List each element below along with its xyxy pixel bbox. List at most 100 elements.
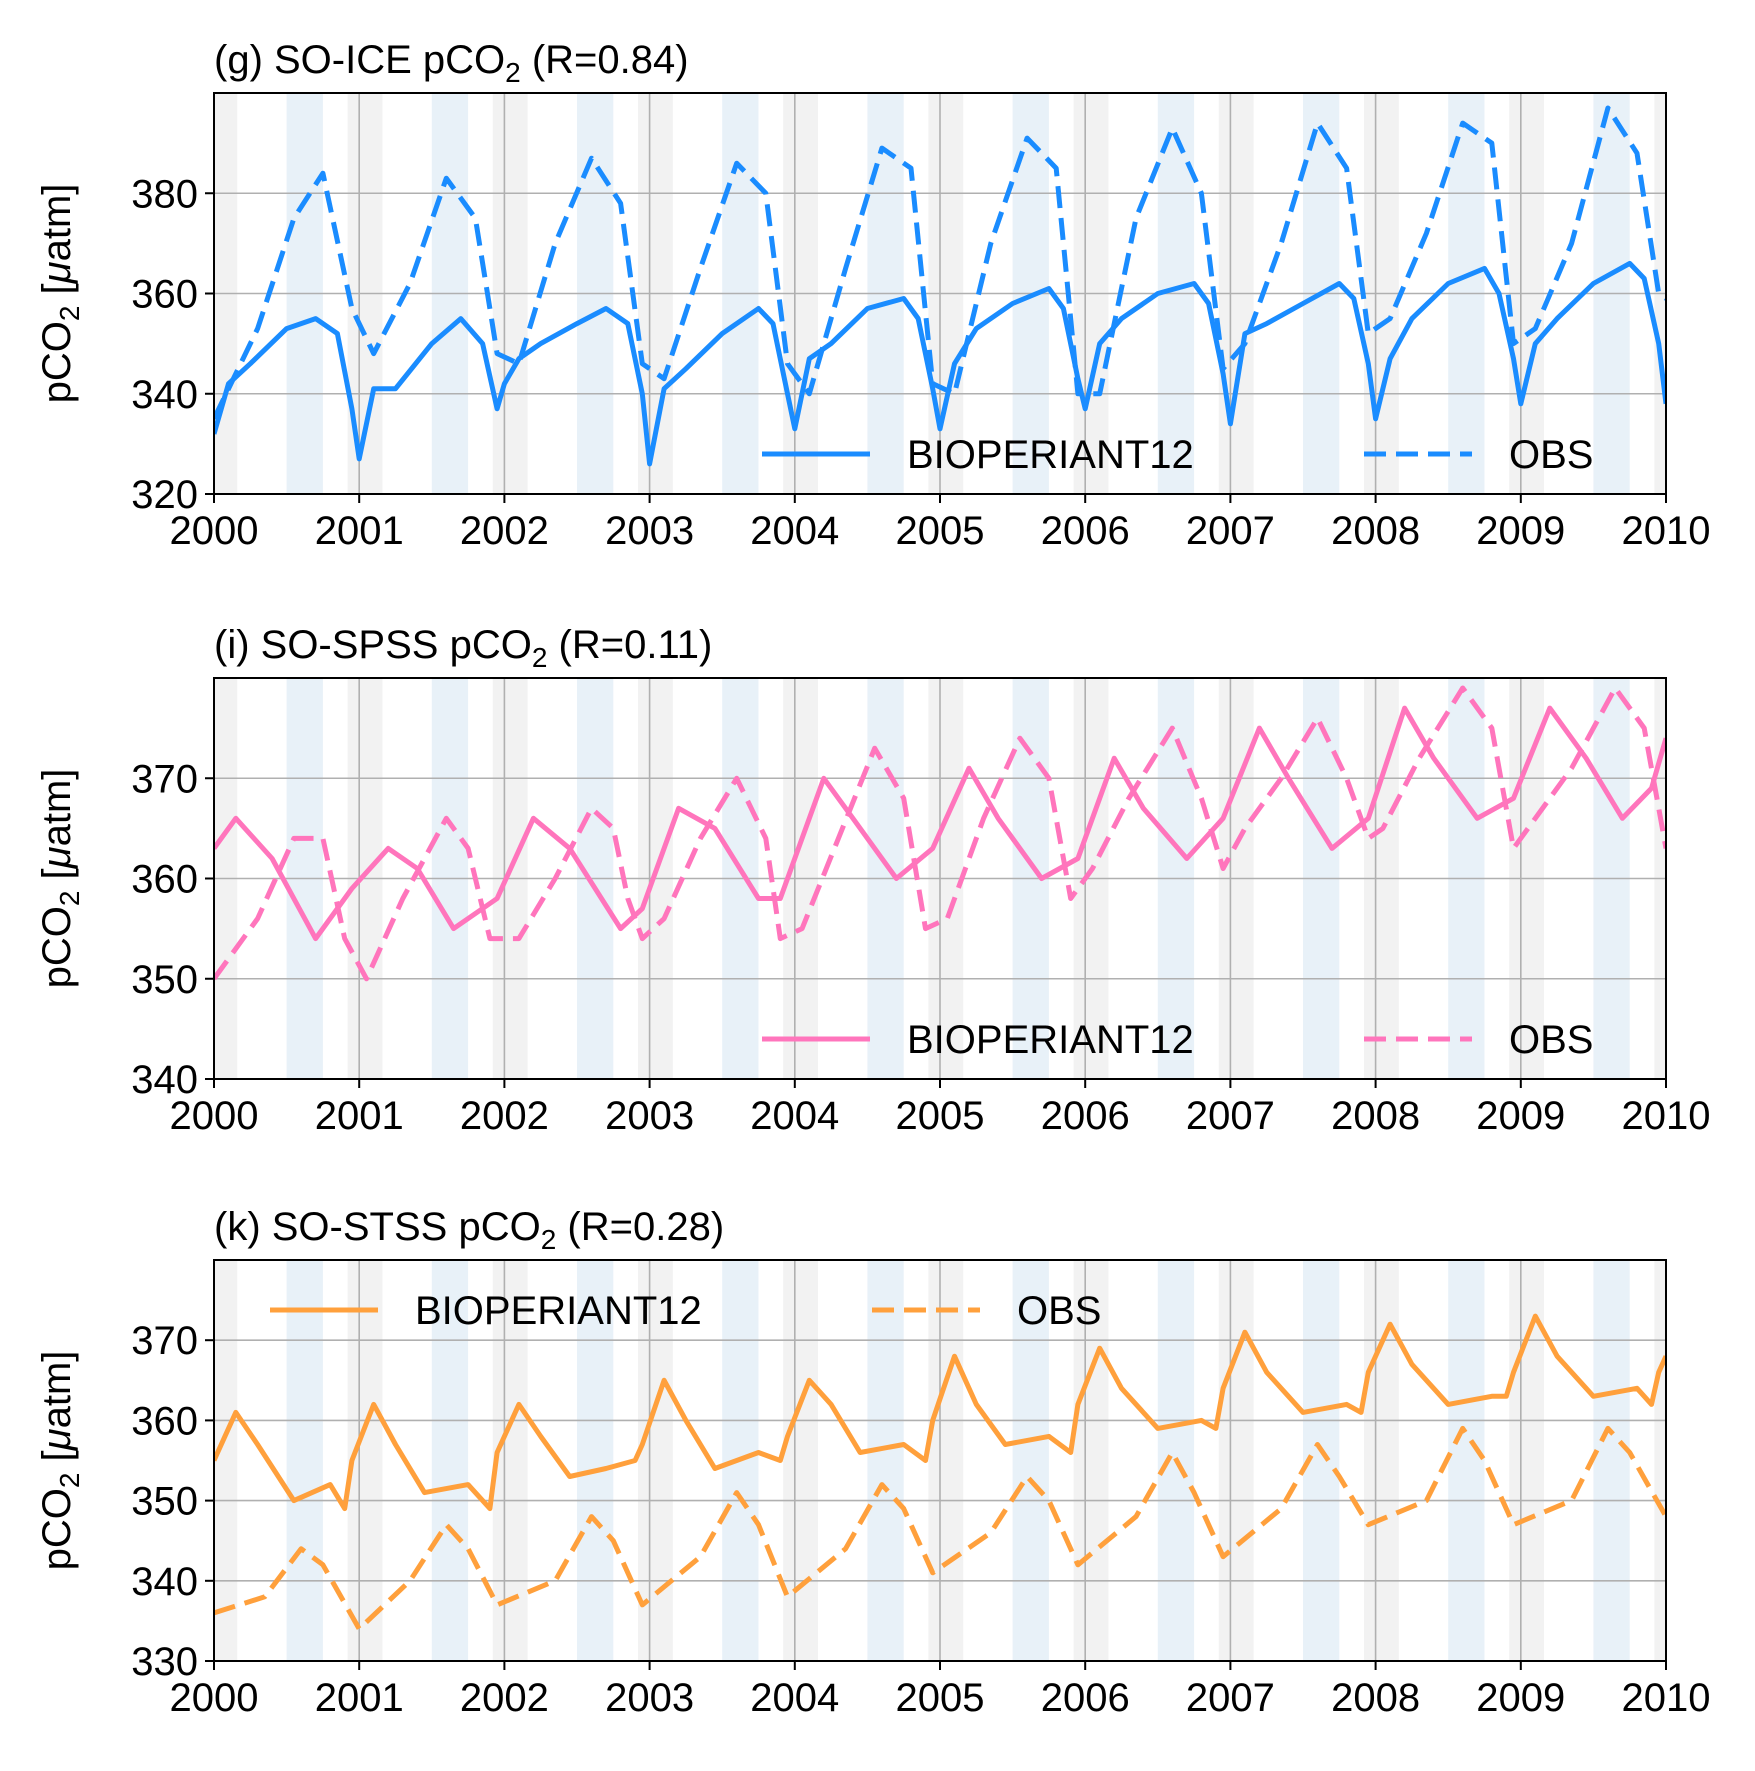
chart-title-main: (i) SO-SPSS pCO <box>214 623 532 667</box>
y-axis-label-subscript: 2 <box>54 1473 85 1489</box>
y-axis-label-open: [ <box>35 283 79 305</box>
x-tick-label: 2009 <box>1476 1676 1565 1720</box>
winter-band <box>637 1260 673 1661</box>
chart-title-main: (g) SO-ICE pCO <box>214 38 505 82</box>
winter-band <box>928 1260 964 1661</box>
winter-band <box>1509 1260 1545 1661</box>
series-line-bioperiant12 <box>214 705 1666 942</box>
y-axis-label-mu: μ <box>35 846 79 869</box>
y-axis-label-close: atm] <box>35 1351 79 1429</box>
y-axis-label-open: [ <box>35 868 79 890</box>
y-tick-label: 350 <box>131 1480 198 1524</box>
summer-band <box>286 1260 323 1661</box>
legend-label-obs: OBS <box>1017 1289 1101 1333</box>
x-tick-label: 2007 <box>1186 1676 1275 1720</box>
series-line-bioperiant12 <box>214 260 1666 467</box>
x-tick-label: 2010 <box>1622 1676 1711 1720</box>
x-tick-label: 2006 <box>1041 1094 1130 1138</box>
x-tick-label: 2007 <box>1186 1094 1275 1138</box>
y-tick-label: 380 <box>131 172 198 216</box>
x-tick-label: 2006 <box>1041 1676 1130 1720</box>
chart-title: (g) SO-ICE pCO2 (R=0.84) <box>214 38 689 88</box>
y-tick-label: 360 <box>131 1399 198 1443</box>
legend-label-bioperiant12: BIOPERIANT12 <box>907 1018 1194 1062</box>
chart-title-subscript: 2 <box>532 642 548 673</box>
x-tick-label: 2004 <box>750 1676 839 1720</box>
x-tick-label: 2005 <box>896 1094 985 1138</box>
winter-band <box>783 1260 819 1661</box>
y-tick-label: 340 <box>131 373 198 417</box>
y-tick-label: 370 <box>131 757 198 801</box>
legend: BIOPERIANT12 OBS <box>762 433 1593 477</box>
x-tick-label: 2008 <box>1331 509 1420 553</box>
x-tick-label: 2005 <box>896 1676 985 1720</box>
series-line-obs <box>214 1425 1666 1632</box>
x-tick-label: 2009 <box>1476 509 1565 553</box>
series-line-obs <box>214 105 1666 420</box>
y-axis-label: pCO2 [μatm] <box>35 769 85 989</box>
y-tick-label: 340 <box>131 1560 198 1604</box>
y-tick-label: 360 <box>131 273 198 317</box>
summer-band <box>867 1260 904 1661</box>
chart-title-subscript: 2 <box>541 1224 557 1255</box>
y-axis-label-close: atm] <box>35 184 79 262</box>
winter-band <box>214 1260 238 1661</box>
winter-band <box>1218 1260 1254 1661</box>
x-tick-label: 2005 <box>896 509 985 553</box>
legend-label-obs: OBS <box>1509 1018 1593 1062</box>
x-tick-label: 2000 <box>170 1676 259 1720</box>
y-axis-label-main: pCO <box>35 906 79 988</box>
x-tick-label: 2000 <box>170 1094 259 1138</box>
summer-band <box>1593 1260 1630 1661</box>
y-axis-label: pCO2 [μatm] <box>35 184 85 404</box>
legend-label-bioperiant12: BIOPERIANT12 <box>415 1289 702 1333</box>
y-tick-label: 370 <box>131 1319 198 1363</box>
chart-panel-0: 2000 2001 2002 2003 2004 2005 2006 2007 2008 2009… <box>35 38 1710 553</box>
summer-band <box>1012 1260 1049 1661</box>
x-tick-label: 2002 <box>460 1676 549 1720</box>
y-tick-label: 330 <box>131 1640 198 1684</box>
x-tick-label: 2010 <box>1622 1094 1711 1138</box>
y-axis-label-mu: μ <box>35 1428 79 1451</box>
y-axis-label-main: pCO <box>35 321 79 403</box>
y-axis-label-close: atm] <box>35 769 79 847</box>
y-tick-label: 360 <box>131 858 198 902</box>
x-tick-label: 2001 <box>315 509 404 553</box>
summer-band <box>577 1260 614 1661</box>
y-tick-label: 320 <box>131 473 198 517</box>
x-tick-label: 2008 <box>1331 1676 1420 1720</box>
chart-panel-1: 2000 2001 2002 2003 2004 2005 2006 2007 2008 2009… <box>35 623 1710 1138</box>
y-axis-label-open: [ <box>35 1450 79 1472</box>
x-tick-label: 2008 <box>1331 1094 1420 1138</box>
y-tick-label: 340 <box>131 1058 198 1102</box>
winter-band <box>1363 1260 1399 1661</box>
x-tick-label: 2001 <box>315 1676 404 1720</box>
x-tick-label: 2006 <box>1041 509 1130 553</box>
legend-label-obs: OBS <box>1509 433 1593 477</box>
x-tick-label: 2003 <box>605 509 694 553</box>
y-axis-label: pCO2 [μatm] <box>35 1351 85 1571</box>
x-tick-label: 2004 <box>750 1094 839 1138</box>
chart-title-end: (R=0.28) <box>556 1205 724 1249</box>
x-tick-label: 2010 <box>1622 509 1711 553</box>
y-axis-label-subscript: 2 <box>54 306 85 322</box>
x-tick-label: 2004 <box>750 509 839 553</box>
chart-title: (i) SO-SPSS pCO2 (R=0.11) <box>214 623 712 673</box>
x-tick-label: 2002 <box>460 1094 549 1138</box>
y-axis-label-mu: μ <box>35 261 79 284</box>
chart-title-subscript: 2 <box>505 57 521 88</box>
x-tick-label: 2003 <box>605 1094 694 1138</box>
summer-band <box>431 1260 469 1661</box>
winter-band <box>1654 1260 1666 1661</box>
chart-title-end: (R=0.11) <box>547 623 712 667</box>
series-line-bioperiant12 <box>214 1313 1666 1512</box>
y-axis-label-subscript: 2 <box>54 891 85 907</box>
chart-panel-2: 2000 2001 2002 2003 2004 2005 2006 2007 2008 2009… <box>35 1205 1710 1720</box>
x-tick-label: 2003 <box>605 1676 694 1720</box>
summer-band <box>1448 1260 1485 1661</box>
chart-title-main: (k) SO-STSS pCO <box>214 1205 541 1249</box>
x-tick-label: 2001 <box>315 1094 404 1138</box>
legend: BIOPERIANT12 OBS <box>270 1289 1101 1333</box>
x-tick-label: 2007 <box>1186 509 1275 553</box>
